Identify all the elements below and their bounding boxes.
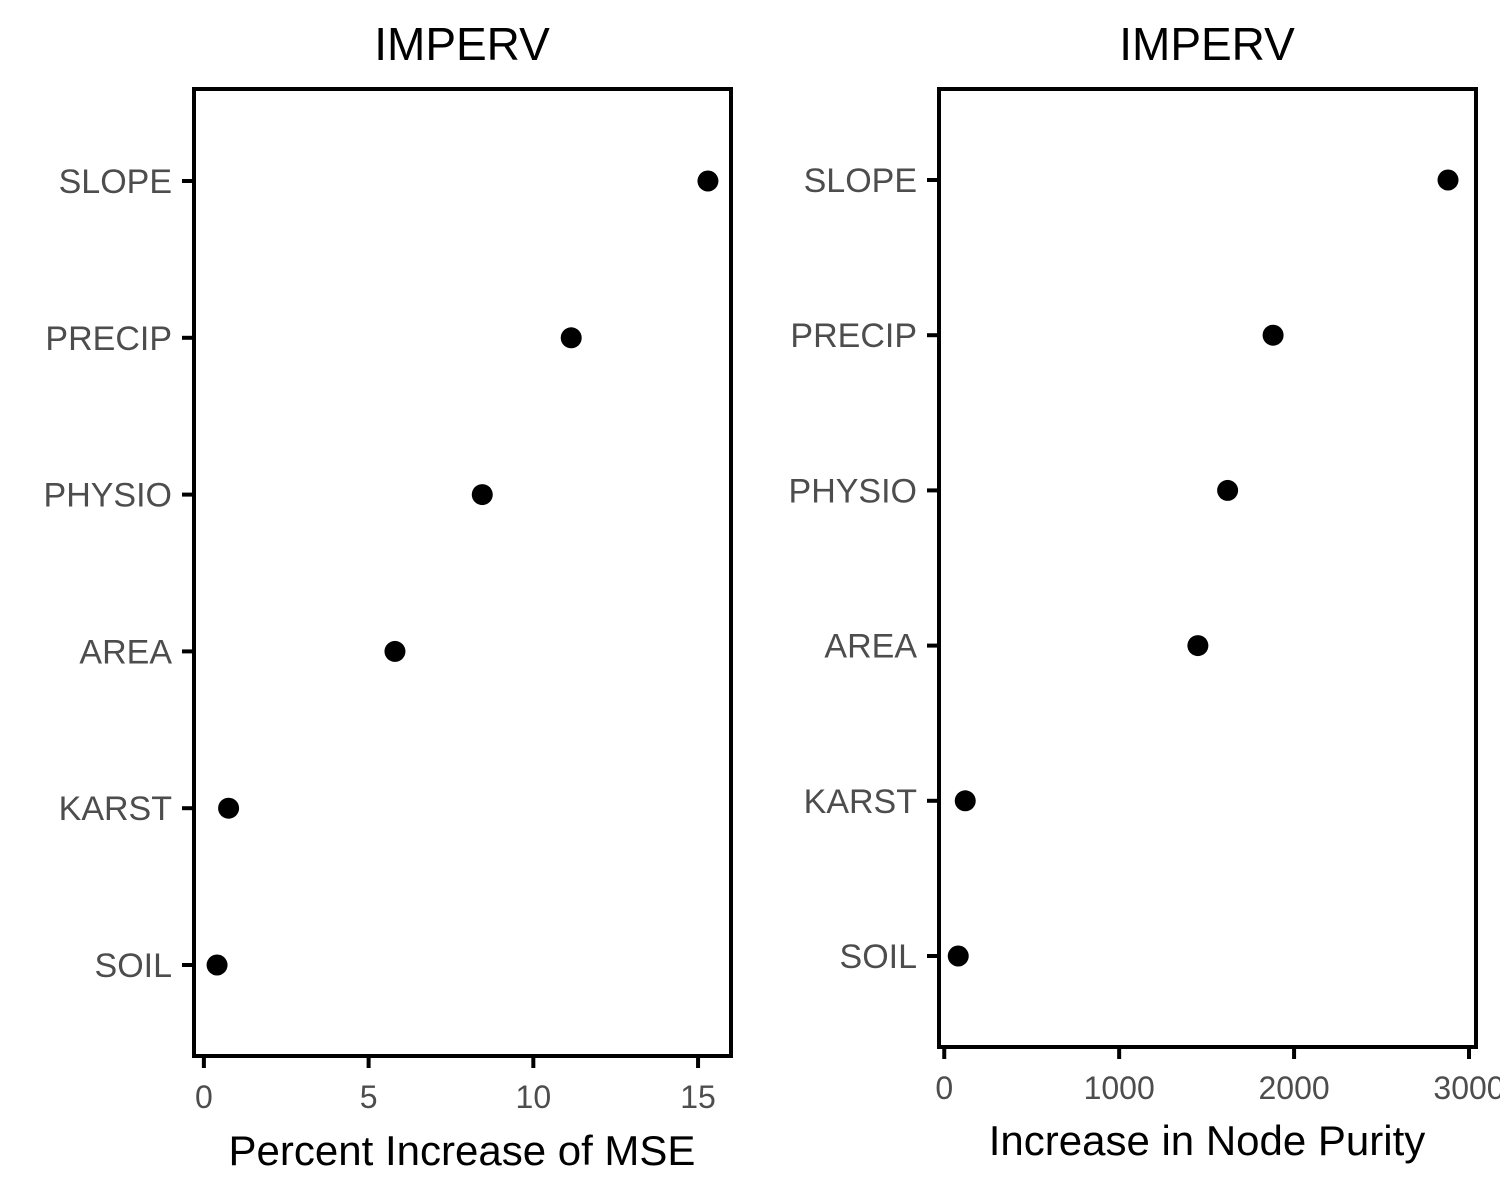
x-tick-label: 0 [935,1070,953,1106]
y-tick-label: SLOPE [59,163,172,201]
x-tick-label: 10 [516,1079,552,1115]
panel-title: IMPERV [374,18,550,70]
y-tick-label: AREA [824,628,917,666]
x-tick-label: 0 [195,1079,213,1115]
y-tick-label: SOIL [840,938,917,976]
data-point-karst [218,797,240,819]
x-tick-label: 1000 [1084,1070,1155,1106]
data-point-physio [471,484,493,506]
x-axis-label: Percent Increase of MSE [229,1127,696,1174]
y-tick-label: KARST [59,790,172,828]
point-group [206,170,719,976]
y-tick-label: PHYSIO [44,477,172,515]
data-point-soil [206,954,228,976]
data-point-soil [947,945,969,967]
y-tick-label: PRECIP [45,320,172,358]
y-tick-label: PHYSIO [789,472,917,510]
data-point-area [1187,635,1209,657]
panel-title: IMPERV [1119,18,1295,70]
x-tick-label: 15 [680,1079,716,1115]
plot-frame [192,87,733,1058]
x-tick-label: 2000 [1258,1070,1329,1106]
y-tick-label: PRECIP [790,317,917,355]
panel-node-purity: IMPERV SOIL KARST AREA PHYSIO PRECIP SLOPE 0 10… [789,18,1500,1164]
data-point-physio [1217,479,1239,501]
data-point-precip [560,327,582,349]
data-point-precip [1262,324,1284,346]
data-point-karst [954,790,976,812]
tick-group: SOIL KARST AREA PHYSIO PRECIP SLOPE 0 1000 2000 3… [789,162,1500,1106]
tick-group: SOIL KARST AREA PHYSIO PRECIP SLOPE 0 5 10 15 [44,163,716,1115]
point-group [947,169,1459,967]
plot-frame [937,87,1478,1049]
x-tick-label: 3000 [1433,1070,1500,1106]
y-tick-label: AREA [79,633,172,671]
data-point-slope [697,170,719,192]
data-point-slope [1437,169,1459,191]
y-tick-label: SOIL [95,947,172,985]
panel-percent-mse: IMPERV SOIL KARST AREA PHYSIO PRECIP SLOPE 0 5 1… [44,18,733,1174]
x-axis-label: Increase in Node Purity [989,1117,1426,1164]
data-point-area [384,640,406,662]
y-tick-label: KARST [804,783,917,821]
y-tick-label: SLOPE [804,162,917,200]
x-tick-label: 5 [360,1079,378,1115]
